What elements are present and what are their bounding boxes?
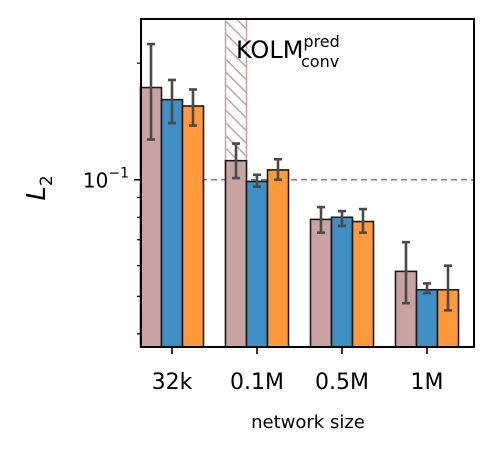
error-bar-s1-0.1M: [253, 173, 261, 188]
error-bar-s0-0.1M: [232, 142, 240, 180]
x-tick-label-1M: 1M: [411, 370, 444, 395]
bar-s2-0.5M: [351, 220, 375, 348]
plot-frame: [140, 18, 475, 348]
bar-s0-0.1M: [224, 159, 248, 348]
y-axis-label-main: L: [22, 186, 52, 201]
bar-s1-1M: [415, 288, 439, 348]
error-bar-s2-1M: [444, 264, 452, 312]
bar-s2-0.1M: [266, 169, 290, 348]
error-bar-s2-0.5M: [359, 207, 367, 234]
error-bar-s2-32k: [189, 88, 197, 127]
chart-title-sub: conv: [301, 52, 339, 71]
error-bar-s0-32k: [147, 42, 155, 141]
chart-title: KOLMpred conv: [236, 32, 340, 71]
bar-s2-32k: [181, 105, 205, 348]
y-tick-exponent: −1: [108, 166, 129, 182]
bar-s1-0.1M: [245, 180, 269, 348]
x-axis-label: network size: [251, 412, 365, 433]
bar-s0-0.5M: [309, 218, 333, 348]
x-tick-label-0.1M: 0.1M: [230, 370, 284, 395]
error-bar-s0-0.5M: [317, 205, 325, 234]
x-tick-label-0.5M: 0.5M: [315, 370, 369, 395]
error-bar-s1-32k: [168, 78, 176, 125]
chart-title-main: KOLM: [236, 36, 303, 64]
x-tick-label-32k: 32k: [152, 370, 193, 395]
error-bar-s0-1M: [402, 240, 410, 305]
y-tick-label: 10−1: [83, 166, 129, 193]
chart-title-sup: pred: [303, 32, 339, 51]
y-axis-label-sub: 2: [37, 175, 57, 186]
error-bar-s1-1M: [423, 282, 431, 295]
error-bar-s2-0.1M: [274, 157, 282, 182]
y-tick-base: 10: [83, 169, 108, 193]
y-axis-label: L2: [22, 175, 57, 200]
error-bar-s1-0.5M: [338, 209, 346, 228]
bar-s1-0.5M: [330, 216, 354, 348]
bar-s1-32k: [160, 98, 184, 348]
